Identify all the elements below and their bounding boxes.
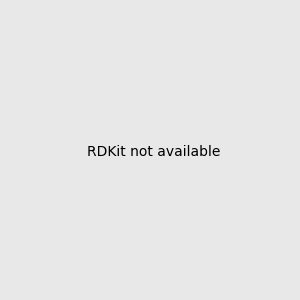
Text: RDKit not available: RDKit not available xyxy=(87,145,220,158)
